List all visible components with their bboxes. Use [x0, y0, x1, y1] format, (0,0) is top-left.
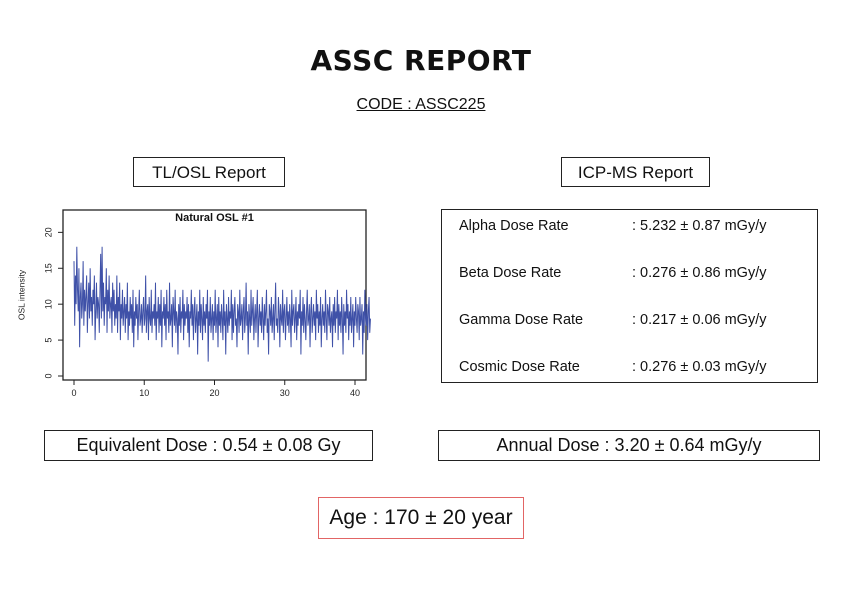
y-tick-label: 10 [43, 299, 53, 309]
beta-dose-row: Beta Dose Rate : 0.276 ± 0.86 mGy/y [442, 265, 817, 285]
x-tick-label: 10 [139, 388, 149, 398]
x-tick-label: 20 [209, 388, 219, 398]
x-tick-label: 0 [71, 388, 76, 398]
y-tick-label: 0 [43, 373, 53, 378]
annual-dose-box: Annual Dose : 3.20 ± 0.64 mGy/y [438, 430, 820, 461]
tlosl-report-label: TL/OSL Report [133, 157, 285, 187]
osl-chart-svg: Natural OSL #1 0 10 20 30 40 0 5 10 15 20 OSL inten… [16, 209, 371, 398]
cosmic-dose-label: Cosmic Dose Rate [459, 359, 580, 375]
report-code: CODE : ASSC225 [356, 96, 486, 113]
x-tick-label: 30 [280, 388, 290, 398]
gamma-dose-value: : 0.217 ± 0.06 mGy/y [632, 312, 767, 328]
alpha-dose-row: Alpha Dose Rate : 5.232 ± 0.87 mGy/y [442, 218, 817, 238]
y-tick-label: 15 [43, 263, 53, 273]
x-tick-label: 40 [350, 388, 360, 398]
gamma-dose-label: Gamma Dose Rate [459, 312, 584, 328]
icpms-panel: Alpha Dose Rate : 5.232 ± 0.87 mGy/y Bet… [441, 209, 818, 383]
osl-chart: Natural OSL #1 0 10 20 30 40 0 5 10 15 20 OSL inten… [10, 202, 380, 414]
gamma-dose-row: Gamma Dose Rate : 0.217 ± 0.06 mGy/y [442, 312, 817, 332]
equivalent-dose-box: Equivalent Dose : 0.54 ± 0.08 Gy [44, 430, 373, 461]
beta-dose-value: : 0.276 ± 0.86 mGy/y [632, 265, 767, 281]
report-title: ASSC REPORT [310, 44, 532, 77]
cosmic-dose-row: Cosmic Dose Rate : 0.276 ± 0.03 mGy/y [442, 359, 817, 379]
chart-title: Natural OSL #1 [175, 212, 254, 224]
beta-dose-label: Beta Dose Rate [459, 265, 562, 281]
cosmic-dose-value: : 0.276 ± 0.03 mGy/y [632, 359, 767, 375]
age-result-box: Age : 170 ± 20 year [318, 497, 524, 539]
alpha-dose-label: Alpha Dose Rate [459, 218, 569, 234]
y-tick-label: 20 [43, 227, 53, 237]
icpms-report-label: ICP-MS Report [561, 157, 710, 187]
osl-series-line [73, 246, 371, 362]
y-tick-label: 5 [43, 338, 53, 343]
alpha-dose-value: : 5.232 ± 0.87 mGy/y [632, 218, 767, 234]
y-axis-label: OSL intensity [16, 269, 26, 320]
